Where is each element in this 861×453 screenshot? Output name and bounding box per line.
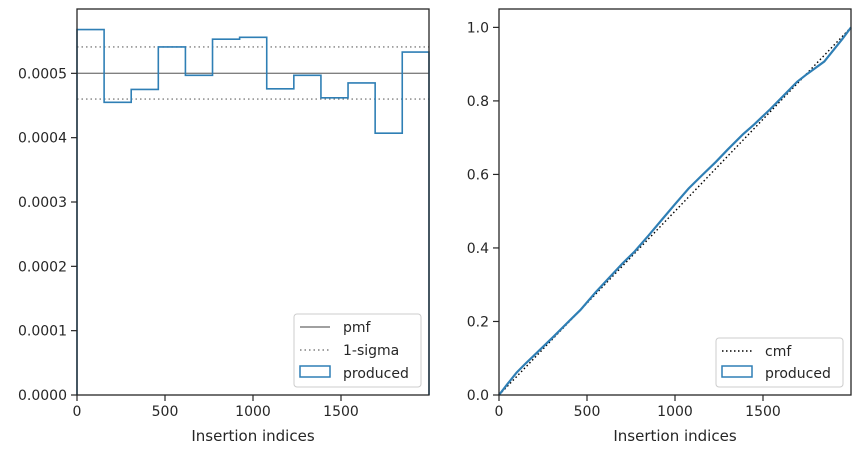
left-x-tick-label: 1000 bbox=[235, 404, 271, 420]
right-y-tick-label: 0.2 bbox=[467, 314, 489, 330]
left-y-tick-label: 0.0002 bbox=[18, 259, 67, 275]
left-y-tick-label: 0.0000 bbox=[18, 388, 67, 404]
left-y-tick-label: 0.0001 bbox=[18, 324, 67, 340]
right-y-tick-label: 0.4 bbox=[467, 241, 489, 257]
right-x-tick-label: 1500 bbox=[745, 404, 781, 420]
left-chart-x-axis-label: Insertion indices bbox=[191, 427, 314, 445]
left-legend-box bbox=[293, 313, 422, 388]
right-legend-box bbox=[715, 337, 844, 388]
left-chart-legend: pmf 1-sigma produced bbox=[293, 313, 422, 388]
right-x-tick-label: 1000 bbox=[657, 404, 693, 420]
left-chart-panel: 0 500 1000 1500 0.0000 0.0001 0.0002 0.0003 0.00… bbox=[18, 8, 430, 445]
left-y-tick-label: 0.0005 bbox=[18, 66, 67, 82]
right-chart-marks bbox=[498, 26, 852, 396]
right-y-tick-label: 1.0 bbox=[467, 20, 489, 36]
left-x-tick-label: 0 bbox=[73, 404, 82, 420]
left-legend-pmf-label: pmf bbox=[343, 320, 372, 336]
left-legend-produced-label: produced bbox=[343, 366, 409, 382]
right-x-tick-label: 500 bbox=[574, 404, 601, 420]
right-chart-panel: 0 500 1000 1500 0.0 0.2 0.4 0.6 0.8 1.0 Insertion… bbox=[467, 8, 852, 445]
left-chart-ticks: 0 500 1000 1500 0.0000 0.0001 0.0002 0.0003 0.00… bbox=[18, 66, 359, 420]
right-legend-cmf-label: cmf bbox=[765, 344, 792, 360]
left-legend-1-sigma-label: 1-sigma bbox=[343, 343, 399, 359]
left-y-tick-label: 0.0004 bbox=[18, 131, 67, 147]
right-y-tick-label: 0.8 bbox=[467, 94, 489, 110]
right-x-tick-label: 0 bbox=[495, 404, 504, 420]
left-chart-marks bbox=[76, 28, 430, 395]
left-x-tick-label: 500 bbox=[152, 404, 179, 420]
left-y-tick-label: 0.0003 bbox=[18, 195, 67, 211]
right-chart-x-axis-label: Insertion indices bbox=[613, 427, 736, 445]
produced-line bbox=[498, 26, 852, 396]
right-chart-legend: cmf produced bbox=[715, 337, 844, 388]
right-legend-produced-label: produced bbox=[765, 366, 831, 382]
left-legend-produced-swatch bbox=[299, 365, 331, 378]
left-x-tick-label: 1500 bbox=[323, 404, 359, 420]
right-y-tick-label: 0.6 bbox=[467, 167, 489, 183]
right-y-tick-label: 0.0 bbox=[467, 388, 489, 404]
right-legend-produced-swatch bbox=[721, 365, 753, 378]
right-chart-ticks: 0 500 1000 1500 0.0 0.2 0.4 0.6 0.8 1.0 bbox=[467, 20, 781, 420]
produced-histogram-steps bbox=[76, 28, 430, 395]
